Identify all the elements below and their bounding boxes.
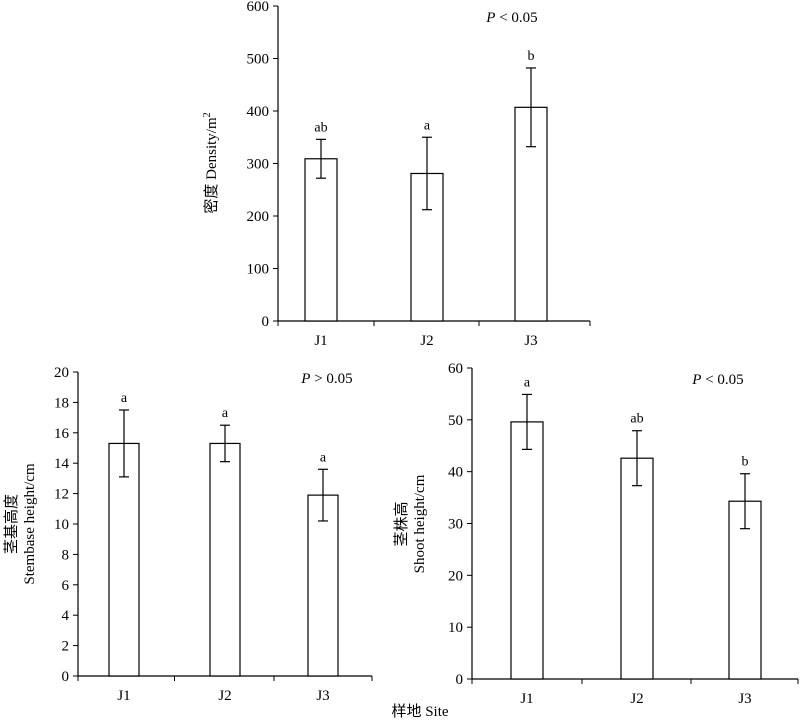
p-value-rest: > 0.05 (310, 371, 352, 387)
y-tick-label: 400 (247, 104, 270, 120)
y-axis-title-sup: 2 (202, 112, 213, 117)
bar-j3 (728, 500, 762, 680)
significance-label: a (121, 391, 128, 406)
x-tick-label: J1 (520, 691, 533, 707)
significance-label: b (528, 49, 535, 64)
p-value-italic: P (485, 10, 495, 26)
p-value-italic: P (300, 371, 310, 387)
y-tick-label: 16 (54, 426, 70, 442)
bar-j2 (620, 457, 654, 680)
p-value-italic: P (691, 372, 701, 388)
significance-label: a (524, 375, 531, 390)
y-tick-label: 2 (62, 639, 70, 655)
significance-label: a (320, 450, 327, 465)
x-axis-title: 样地 Site (391, 703, 448, 720)
y-axis-title: 茎基高度 Stembase height/cm (3, 463, 38, 585)
y-axis-title-cn: 茎株高 (393, 501, 410, 546)
y-tick-label: 0 (456, 672, 464, 688)
bar-j2 (209, 442, 241, 677)
y-axis-title-cn: 茎基高度 (3, 494, 20, 554)
p-value-annotation: P < 0.05 (485, 10, 537, 26)
p-value-annotation: P > 0.05 (300, 371, 352, 387)
significance-label: b (742, 455, 749, 470)
significance-label: ab (314, 120, 327, 135)
x-tick-label: J2 (630, 691, 643, 707)
bar-j1 (304, 158, 338, 322)
y-tick-label: 10 (448, 620, 463, 636)
x-tick-label: J3 (316, 688, 329, 704)
y-axis-title: 茎株高 Shoot height/cm (393, 474, 428, 573)
y-tick-label: 14 (54, 456, 70, 472)
y-tick-label: 6 (62, 578, 70, 594)
shoot-height-chart: 0 10 20 30 40 50 60 a J1 ab J2 b J3 P < 0.05 茎株高 Shoot … (393, 361, 799, 707)
p-value-rest: < 0.05 (701, 372, 743, 388)
x-tick-label: J3 (524, 333, 537, 349)
y-tick-label: 30 (448, 517, 463, 533)
y-tick-label: 40 (448, 465, 463, 481)
x-tick-label: J1 (117, 688, 130, 704)
significance-label: a (424, 118, 431, 133)
bar-j3 (307, 494, 339, 677)
y-tick-label: 100 (247, 262, 270, 278)
stembase-height-chart: 0 2 4 6 8 10 12 14 16 18 20 a J1 a J2 a J3 P > 0.05 茎基高度 St… (3, 365, 373, 704)
y-tick-label: 20 (448, 568, 463, 584)
y-tick-label: 300 (247, 157, 270, 173)
y-tick-label: 0 (62, 669, 70, 685)
y-tick-label: 60 (448, 361, 463, 377)
y-tick-label: 500 (247, 52, 270, 68)
y-tick-label: 12 (54, 487, 69, 503)
x-tick-label: J2 (420, 333, 433, 349)
y-tick-label: 18 (54, 395, 69, 411)
x-tick-label: J2 (218, 688, 231, 704)
p-value-annotation: P < 0.05 (691, 372, 743, 388)
y-axis-title-en: Shoot height/cm (412, 474, 428, 573)
bar-j2 (410, 172, 444, 322)
y-tick-label: 10 (54, 517, 69, 533)
y-tick-label: 600 (247, 0, 270, 15)
y-tick-label: 200 (247, 209, 270, 225)
significance-label: ab (630, 412, 643, 427)
x-tick-label: J3 (738, 691, 751, 707)
significance-label: a (222, 406, 229, 421)
x-tick-label: J1 (314, 333, 327, 349)
y-axis-title-en: Stembase height/cm (22, 463, 38, 585)
bar-j1 (510, 421, 544, 680)
p-value-rest: < 0.05 (495, 10, 537, 26)
y-tick-label: 20 (54, 365, 69, 381)
y-tick-label: 0 (262, 314, 270, 330)
y-tick-label: 50 (448, 413, 463, 429)
y-axis-title: 密度 Density/m2 (202, 112, 220, 213)
y-tick-label: 8 (62, 547, 70, 563)
density-chart: 0 100 200 300 400 500 600 ab J1 a J2 b J3 P < 0.05 密度 … (202, 0, 591, 349)
y-axis-title-cn: 密度 (203, 180, 220, 214)
bar-j1 (108, 442, 140, 677)
y-axis-title-text: 密度 Density/m2 (202, 112, 220, 213)
y-axis-title-en: Density/m (204, 117, 220, 180)
y-tick-label: 4 (62, 608, 70, 624)
